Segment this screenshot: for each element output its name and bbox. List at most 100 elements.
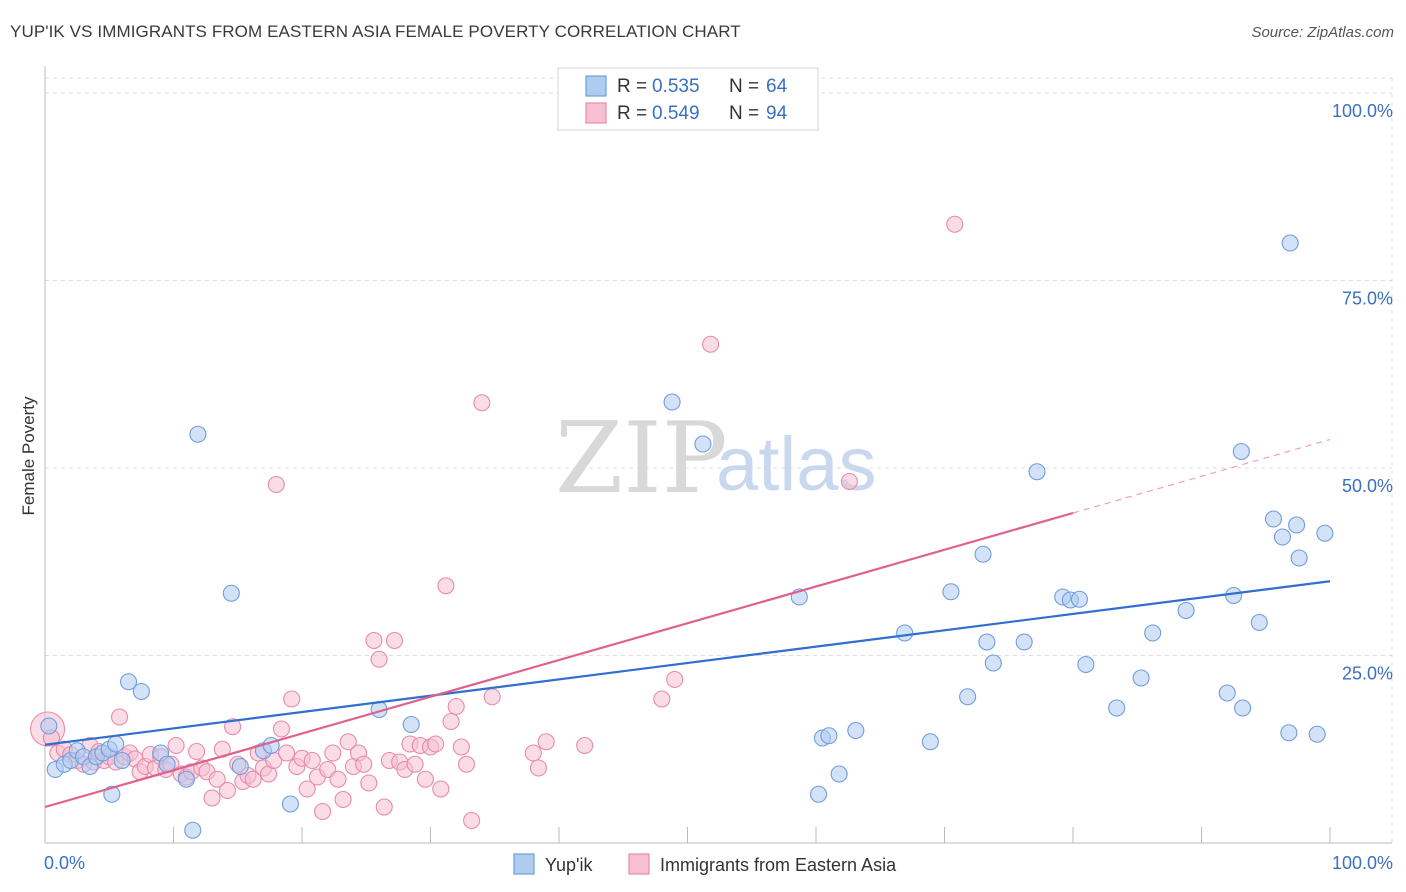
immigrants-point xyxy=(537,733,555,751)
immigrants-trend-extension xyxy=(1072,438,1331,514)
x-tick-label-end: 100.0% xyxy=(1332,853,1393,873)
yupik-point xyxy=(1281,234,1299,252)
immigrants-point xyxy=(267,475,285,494)
immigrants-point xyxy=(329,770,347,788)
immigrants-point xyxy=(370,650,388,668)
yupik-point xyxy=(847,721,865,740)
yupik-point xyxy=(974,545,992,563)
yupik-point xyxy=(1028,463,1046,481)
immigrants-point xyxy=(529,759,547,777)
immigrants-point xyxy=(576,736,594,755)
watermark-atlas: atlas xyxy=(716,422,877,507)
yupik-point xyxy=(222,584,240,602)
yupik-point xyxy=(896,624,914,642)
yupik-point xyxy=(1232,442,1250,461)
immigrants-point xyxy=(110,708,129,726)
immigrants-point xyxy=(442,712,460,731)
legend-r-label-pink: R = xyxy=(617,103,647,124)
immigrants-point xyxy=(452,738,470,756)
immigrants-point xyxy=(218,781,237,800)
immigrants-point xyxy=(524,744,542,762)
immigrants-point xyxy=(278,744,296,762)
immigrants-point xyxy=(208,770,226,788)
yupik-point xyxy=(1250,613,1268,632)
legend-r-value-blue: 0.535 xyxy=(652,76,700,97)
yupik-point xyxy=(40,717,58,735)
yupik-point xyxy=(810,785,828,803)
yupik-point xyxy=(1015,633,1033,651)
legend-n-label-blue: N = xyxy=(729,76,759,97)
immigrants-point xyxy=(283,690,301,708)
immigrants-point xyxy=(272,720,290,738)
y-tick-labels: 25.0% 50.0% 75.0% 100.0% xyxy=(1332,101,1393,684)
yupik-point xyxy=(189,425,207,443)
yupik-point xyxy=(663,393,681,411)
yupik-point xyxy=(959,688,977,706)
y-tick-label: 25.0% xyxy=(1342,664,1393,684)
immigrants-point xyxy=(314,802,332,821)
immigrants-point xyxy=(473,394,491,412)
yupik-point xyxy=(921,733,939,751)
yupik-point xyxy=(1273,528,1292,546)
yupik-point xyxy=(119,673,138,691)
watermark: ZIP atlas xyxy=(555,402,877,516)
bottom-legend-swatch-immigrants xyxy=(628,853,650,875)
x-tick-label-start: 0.0% xyxy=(44,853,85,873)
yupik-point xyxy=(281,795,299,813)
immigrants-point xyxy=(946,215,964,233)
yupik-point xyxy=(1288,516,1306,534)
legend-n-value-pink: 94 xyxy=(766,103,788,124)
immigrants-point xyxy=(167,736,185,755)
legend-n-value-blue: 64 xyxy=(766,76,788,97)
immigrants-point xyxy=(666,670,684,689)
legend-swatch-blue xyxy=(585,75,607,97)
yupik-point xyxy=(103,785,121,803)
yupik-point xyxy=(1234,699,1252,717)
bottom-legend-swatch-yupik xyxy=(513,853,535,875)
y-tick-label: 75.0% xyxy=(1342,289,1393,309)
immigrants-trend-line xyxy=(44,511,1074,809)
yupik-point xyxy=(942,583,960,601)
immigrants-point xyxy=(653,690,671,708)
y-tick-label: 100.0% xyxy=(1332,101,1393,121)
immigrants-point xyxy=(385,631,404,650)
immigrants-point xyxy=(303,751,321,770)
source-label: Source: ZipAtlas.com xyxy=(1251,24,1394,41)
yupik-point xyxy=(978,633,996,651)
yupik-point xyxy=(1280,724,1298,742)
yupik-point xyxy=(1308,725,1326,743)
immigrants-point xyxy=(365,631,383,650)
immigrants-point xyxy=(447,697,465,716)
immigrants-point xyxy=(432,780,450,798)
yupik-point xyxy=(1264,510,1283,528)
yupik-point xyxy=(1144,624,1162,642)
x-tick-labels: 0.0% 100.0% xyxy=(44,853,1393,873)
yupik-point xyxy=(184,821,202,839)
yupik-point xyxy=(984,654,1002,672)
y-tick-label: 50.0% xyxy=(1342,476,1393,496)
yupik-point xyxy=(694,435,712,453)
immigrants-point xyxy=(339,733,357,751)
immigrants-point xyxy=(375,798,393,816)
immigrants-point xyxy=(457,755,476,773)
immigrants-point xyxy=(840,472,858,491)
yupik-trend-line xyxy=(44,580,1331,746)
yupik-point xyxy=(1070,590,1088,608)
bottom-legend-label-immigrants: Immigrants from Eastern Asia xyxy=(660,855,897,875)
yupik-point xyxy=(177,770,195,788)
legend-r-label-blue: R = xyxy=(617,76,647,97)
immigrants-point xyxy=(355,755,373,773)
immigrants-point xyxy=(224,718,242,736)
immigrants-point xyxy=(416,770,434,788)
immigrants-point xyxy=(244,770,262,788)
yupik-point xyxy=(1108,699,1126,717)
watermark-zip: ZIP xyxy=(555,402,728,516)
yupik-point xyxy=(231,757,249,776)
yupik-point xyxy=(830,765,848,783)
immigrants-point xyxy=(334,790,352,809)
trend-lines xyxy=(44,438,1331,809)
yupik-point xyxy=(1177,601,1195,620)
yupik-point xyxy=(1316,524,1334,542)
immigrants-point xyxy=(483,688,501,706)
immigrants-point xyxy=(437,577,455,595)
